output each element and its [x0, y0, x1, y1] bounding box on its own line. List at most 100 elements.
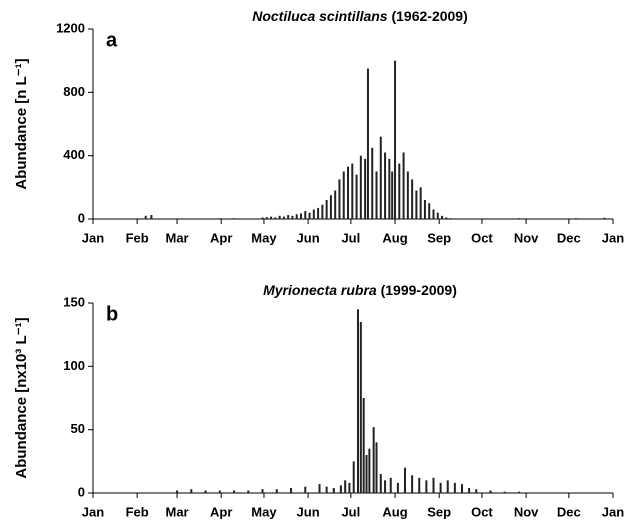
bar	[356, 309, 359, 493]
bar	[321, 204, 324, 219]
bar	[446, 480, 449, 493]
bar	[425, 480, 428, 493]
panel-letter: a	[106, 29, 118, 51]
bar	[365, 455, 368, 493]
bar	[379, 136, 382, 219]
bar	[391, 171, 394, 219]
y-axis-label: Abundance [nx10³ L⁻¹]	[13, 317, 30, 478]
bar	[270, 216, 273, 219]
bar	[432, 477, 435, 493]
bar	[419, 187, 422, 219]
bar	[355, 174, 358, 219]
bar	[329, 195, 332, 219]
bar	[332, 487, 335, 493]
panel: Myrionecta rubra (1999-2009) b Abundance […	[13, 282, 624, 520]
bar	[342, 171, 345, 219]
x-tick-label: Jun	[297, 230, 320, 245]
x-tick-label: Mar	[165, 230, 188, 245]
panel-letter: b	[106, 303, 118, 325]
bar	[368, 448, 371, 493]
bar	[384, 152, 387, 219]
bar	[347, 166, 350, 219]
bar	[218, 490, 221, 493]
bar	[351, 163, 354, 219]
bar	[300, 213, 302, 219]
title-years: (1962-2009)	[391, 8, 467, 24]
bar	[439, 482, 442, 493]
bar	[468, 487, 471, 493]
bar	[233, 218, 236, 219]
x-tick-label: Jul	[341, 230, 360, 245]
y-tick-label: 150	[63, 294, 85, 309]
bar	[402, 152, 405, 219]
bar	[428, 203, 431, 219]
bar	[436, 212, 439, 219]
x-tick-label: Oct	[471, 230, 493, 245]
bar	[384, 480, 387, 493]
bar	[176, 490, 179, 493]
bar	[460, 484, 463, 493]
bar	[603, 217, 606, 219]
bar	[411, 475, 414, 493]
bar	[411, 179, 414, 219]
bar	[278, 215, 281, 219]
bar	[304, 211, 307, 219]
bar	[396, 482, 399, 493]
bar	[150, 215, 153, 219]
y-axis-label: Abundance [n L⁻¹]	[13, 58, 30, 189]
bar	[339, 485, 342, 493]
bar	[287, 215, 290, 219]
bar	[503, 491, 506, 493]
bar	[317, 207, 320, 219]
title-years: (1999-2009)	[381, 282, 457, 298]
bar	[204, 490, 207, 493]
bar	[325, 486, 328, 493]
bar	[445, 217, 448, 219]
bar	[218, 218, 221, 219]
bar	[359, 322, 362, 493]
bar	[415, 190, 418, 219]
bar	[389, 477, 392, 493]
y-tick-label: 1200	[56, 20, 85, 35]
panel: Noctiluca scintillans (1962-2009) a Abunda…	[13, 8, 624, 246]
bar	[312, 209, 315, 219]
bar	[423, 200, 426, 219]
x-tick-label: Jun	[297, 504, 320, 519]
bar	[308, 212, 311, 219]
x-tick-label: Aug	[382, 230, 407, 245]
bar	[265, 217, 268, 219]
y-tick-label: 800	[63, 84, 85, 99]
bar	[275, 489, 278, 493]
bar	[291, 215, 294, 219]
title-species: Myrionecta rubra	[263, 282, 377, 298]
bar	[475, 489, 478, 493]
bar	[338, 179, 341, 219]
bar	[295, 214, 298, 219]
bar	[190, 489, 193, 493]
x-tick-label: Apr	[210, 504, 232, 519]
x-tick-label: Jan	[602, 230, 624, 245]
x-tick-label: Dec	[557, 230, 581, 245]
x-tick-label: Sep	[427, 230, 451, 245]
bar	[517, 491, 520, 493]
bar	[449, 218, 452, 219]
bar	[517, 218, 520, 219]
y-tick-label: 100	[63, 358, 85, 373]
x-tick-label: Feb	[126, 230, 149, 245]
bar	[144, 215, 147, 219]
bar	[398, 163, 401, 219]
bar	[574, 218, 577, 219]
y-tick-label: 50	[71, 421, 85, 436]
bar	[432, 209, 435, 219]
x-tick-label: Feb	[126, 504, 149, 519]
y-tick-label: 0	[78, 484, 85, 499]
bar	[394, 60, 397, 219]
y-tick-label: 400	[63, 147, 85, 162]
bar	[318, 484, 321, 493]
bar	[404, 467, 406, 493]
y-tick-label: 0	[78, 210, 85, 225]
x-tick-label: Apr	[210, 230, 232, 245]
bar	[282, 216, 285, 219]
bar	[261, 217, 264, 219]
